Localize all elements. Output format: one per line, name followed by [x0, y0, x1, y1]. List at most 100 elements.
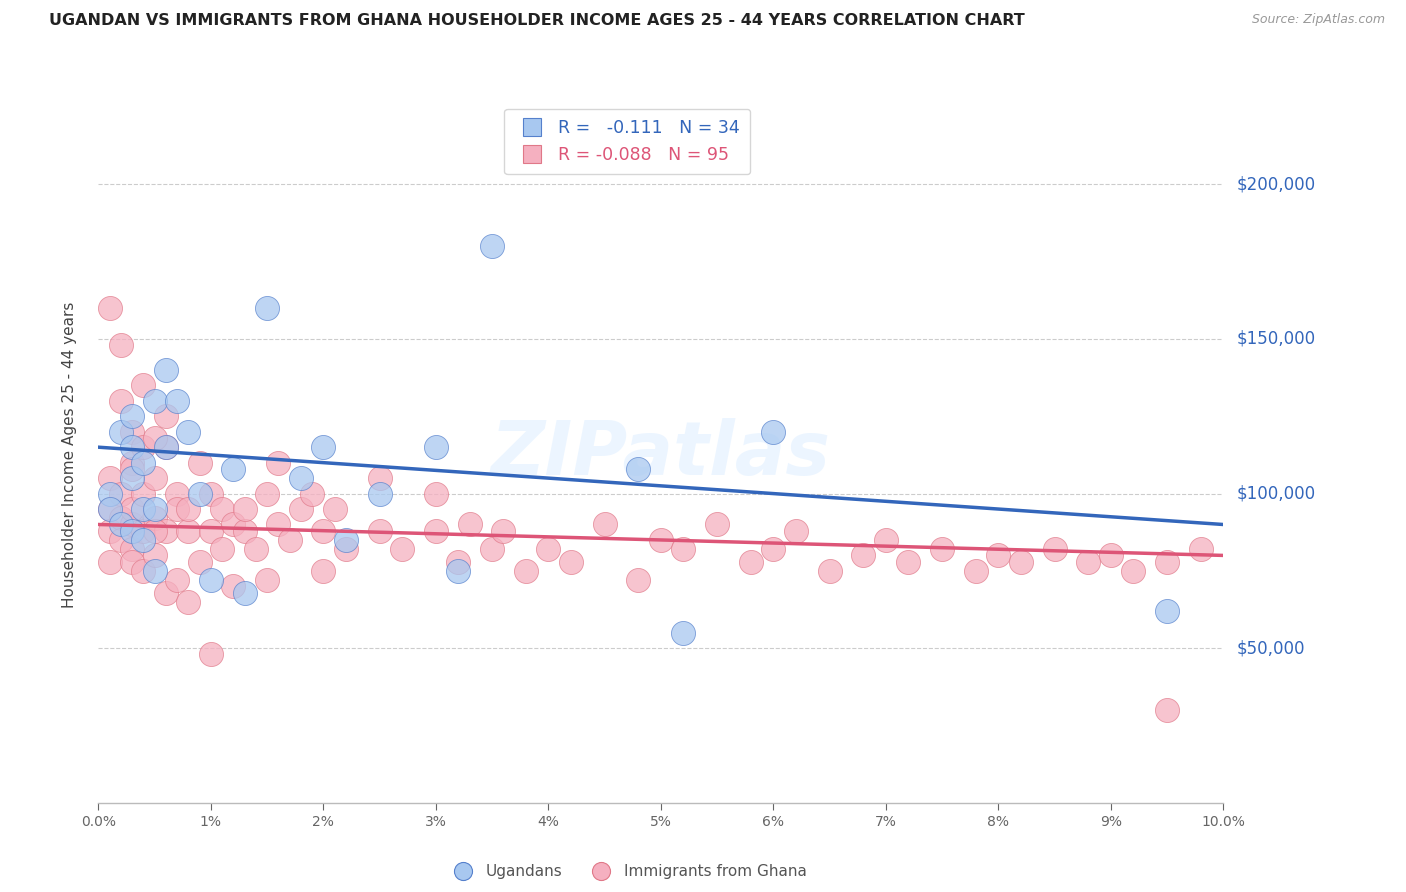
- Point: [132, 456, 155, 470]
- Point: [931, 542, 953, 557]
- Text: $100,000: $100,000: [1237, 484, 1316, 502]
- Point: [965, 564, 987, 578]
- Point: [98, 502, 121, 516]
- Legend: Ugandans, Immigrants from Ghana: Ugandans, Immigrants from Ghana: [441, 858, 813, 886]
- Point: [155, 409, 177, 424]
- Point: [256, 301, 278, 315]
- Point: [132, 486, 155, 500]
- Point: [110, 338, 132, 352]
- Point: [1077, 555, 1099, 569]
- Point: [425, 524, 447, 538]
- Point: [98, 502, 121, 516]
- Point: [211, 502, 233, 516]
- Point: [301, 486, 323, 500]
- Point: [188, 555, 211, 569]
- Point: [785, 524, 807, 538]
- Point: [312, 524, 335, 538]
- Point: [256, 486, 278, 500]
- Point: [335, 533, 357, 547]
- Point: [132, 440, 155, 454]
- Point: [166, 502, 188, 516]
- Point: [256, 573, 278, 587]
- Point: [740, 555, 762, 569]
- Text: $200,000: $200,000: [1237, 176, 1316, 194]
- Point: [515, 564, 537, 578]
- Text: $150,000: $150,000: [1237, 330, 1316, 348]
- Point: [762, 542, 785, 557]
- Point: [560, 555, 582, 569]
- Point: [110, 511, 132, 525]
- Point: [987, 549, 1010, 563]
- Point: [762, 425, 785, 439]
- Point: [458, 517, 481, 532]
- Point: [312, 564, 335, 578]
- Point: [110, 425, 132, 439]
- Point: [1010, 555, 1032, 569]
- Point: [627, 573, 650, 587]
- Point: [177, 595, 200, 609]
- Point: [323, 502, 346, 516]
- Point: [98, 524, 121, 538]
- Point: [166, 393, 188, 408]
- Point: [121, 440, 143, 454]
- Point: [312, 440, 335, 454]
- Point: [177, 524, 200, 538]
- Point: [98, 486, 121, 500]
- Point: [222, 579, 245, 593]
- Point: [143, 431, 166, 445]
- Point: [1189, 542, 1212, 557]
- Point: [121, 542, 143, 557]
- Point: [672, 542, 695, 557]
- Point: [672, 625, 695, 640]
- Point: [110, 486, 132, 500]
- Point: [98, 471, 121, 485]
- Point: [1156, 703, 1178, 717]
- Point: [143, 524, 166, 538]
- Point: [391, 542, 413, 557]
- Point: [818, 564, 841, 578]
- Point: [1043, 542, 1066, 557]
- Point: [335, 542, 357, 557]
- Point: [1156, 555, 1178, 569]
- Point: [278, 533, 301, 547]
- Point: [155, 524, 177, 538]
- Point: [155, 440, 177, 454]
- Point: [121, 471, 143, 485]
- Text: UGANDAN VS IMMIGRANTS FROM GHANA HOUSEHOLDER INCOME AGES 25 - 44 YEARS CORRELATI: UGANDAN VS IMMIGRANTS FROM GHANA HOUSEHO…: [49, 13, 1025, 29]
- Point: [425, 440, 447, 454]
- Point: [1099, 549, 1122, 563]
- Point: [200, 486, 222, 500]
- Point: [200, 573, 222, 587]
- Point: [143, 471, 166, 485]
- Point: [155, 363, 177, 377]
- Point: [121, 425, 143, 439]
- Point: [200, 524, 222, 538]
- Point: [200, 648, 222, 662]
- Point: [447, 555, 470, 569]
- Point: [233, 585, 256, 599]
- Text: ZIPatlas: ZIPatlas: [491, 418, 831, 491]
- Point: [852, 549, 875, 563]
- Point: [222, 462, 245, 476]
- Point: [290, 471, 312, 485]
- Point: [132, 502, 155, 516]
- Point: [267, 517, 290, 532]
- Y-axis label: Householder Income Ages 25 - 44 years: Householder Income Ages 25 - 44 years: [62, 301, 77, 608]
- Point: [121, 524, 143, 538]
- Point: [121, 409, 143, 424]
- Point: [143, 511, 166, 525]
- Point: [143, 564, 166, 578]
- Point: [132, 533, 155, 547]
- Point: [177, 502, 200, 516]
- Point: [177, 425, 200, 439]
- Point: [188, 486, 211, 500]
- Point: [110, 393, 132, 408]
- Point: [132, 564, 155, 578]
- Point: [1156, 604, 1178, 618]
- Point: [188, 456, 211, 470]
- Point: [290, 502, 312, 516]
- Point: [245, 542, 267, 557]
- Point: [537, 542, 560, 557]
- Point: [143, 549, 166, 563]
- Point: [121, 517, 143, 532]
